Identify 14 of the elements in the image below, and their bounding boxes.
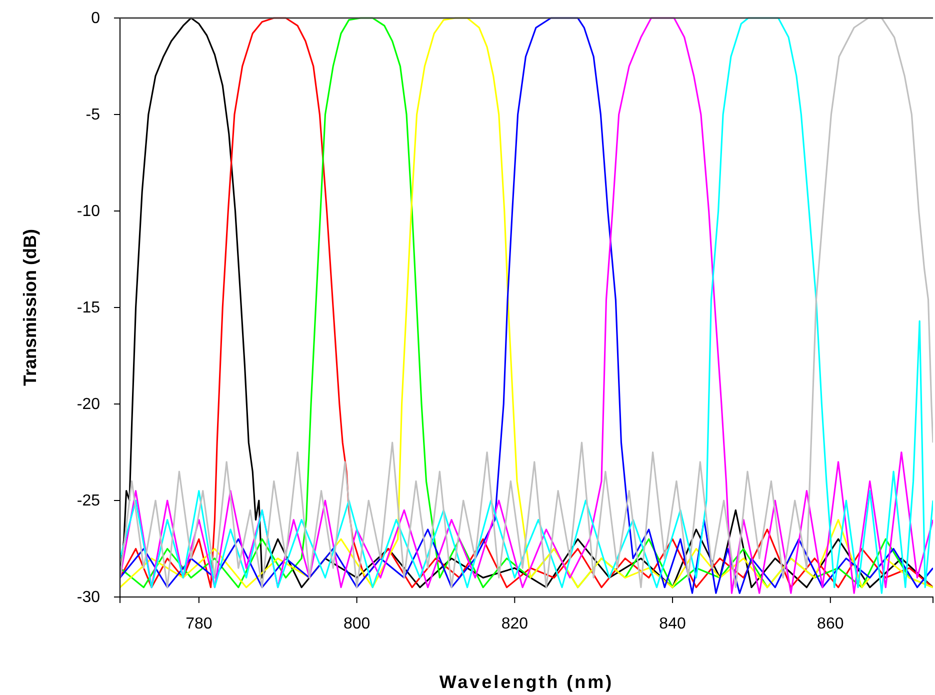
x-tick-label: 820 bbox=[501, 615, 528, 632]
x-tick-label: 780 bbox=[186, 615, 212, 632]
y-tick-label: -5 bbox=[86, 106, 100, 124]
x-tick-label: 840 bbox=[659, 615, 686, 632]
x-tick-label: 800 bbox=[343, 615, 370, 632]
y-tick-label: -25 bbox=[76, 492, 100, 510]
x-tick-label: 860 bbox=[817, 615, 844, 632]
y-tick-label: -10 bbox=[76, 203, 100, 220]
y-tick-label: -15 bbox=[76, 300, 100, 317]
y-axis-title: Transmission (dB) bbox=[20, 228, 40, 386]
y-tick-label: -30 bbox=[76, 589, 100, 606]
y-tick-label: 0 bbox=[91, 10, 100, 28]
x-axis-title: Wavelength (nm) bbox=[439, 672, 614, 692]
y-tick-label: -20 bbox=[76, 396, 100, 414]
